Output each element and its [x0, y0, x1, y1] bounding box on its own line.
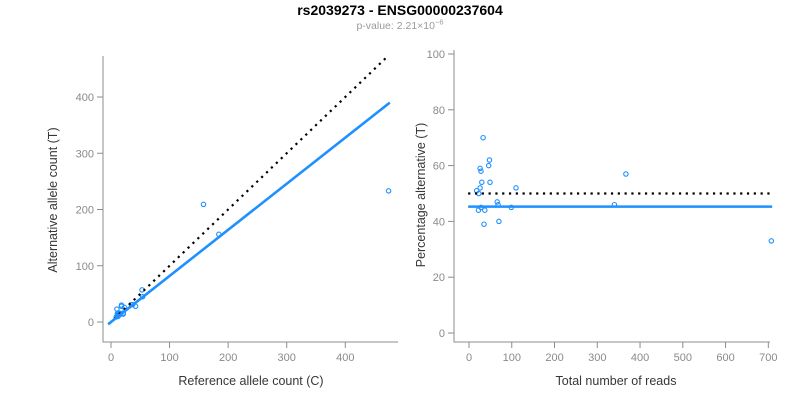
- fit-line: [107, 101, 391, 326]
- y-tick-label: 300: [76, 148, 94, 160]
- pvalue-text: p-value: 2.21×10: [356, 20, 435, 32]
- y-tick-label: 40: [433, 216, 445, 228]
- data-point: [496, 218, 502, 225]
- axis-lines: [453, 50, 770, 343]
- data-point: [623, 171, 629, 177]
- data-point: [477, 185, 483, 191]
- data-point: [118, 303, 125, 310]
- data-point: [486, 157, 493, 163]
- pvalue-subtitle: p-value: 2.21×10−6: [0, 17, 800, 32]
- data-point: [480, 134, 486, 141]
- data-point: [513, 185, 519, 191]
- data-point: [481, 221, 487, 227]
- data-point: [479, 179, 485, 186]
- axis-lines: [102, 56, 398, 343]
- data-point: [494, 199, 500, 205]
- x-axis-title: Reference allele count (C): [178, 374, 323, 388]
- y-axis-title: Percentage alternative (T): [414, 123, 428, 268]
- data-point: [482, 207, 488, 213]
- y-tick-label: 60: [433, 161, 445, 173]
- x-tick-label: 200: [219, 352, 237, 364]
- y-tick-label: 200: [76, 205, 94, 217]
- data-point: [768, 238, 775, 244]
- data-point: [475, 207, 482, 213]
- figure-title: rs2039273 - ENSG00000237604: [297, 2, 503, 18]
- x-axis-title: Total number of reads: [556, 374, 677, 388]
- data-point: [487, 179, 493, 186]
- y-tick-label: 0: [439, 328, 445, 340]
- data-point: [200, 201, 207, 208]
- y-tick-label: 100: [76, 261, 94, 273]
- data-point: [477, 165, 483, 172]
- x-tick-label: 300: [588, 352, 606, 364]
- data-point: [478, 168, 484, 174]
- x-tick-label: 200: [545, 352, 563, 364]
- y-tick-label: 400: [76, 92, 94, 104]
- x-tick-label: 0: [466, 352, 472, 364]
- y-axis-title: Alternative allele count (T): [46, 127, 60, 272]
- y-tick-label: 0: [88, 317, 94, 329]
- plot-panel-left: 0 100 200 300 400 0 100 200 300 400 Reference alle…: [46, 56, 398, 388]
- identity-line: [108, 56, 388, 325]
- x-tick-label: 600: [716, 352, 734, 364]
- x-tick-label: 400: [631, 352, 649, 364]
- x-tick-label: 100: [160, 352, 178, 364]
- data-point: [385, 188, 392, 194]
- data-point: [485, 162, 492, 169]
- y-tick-label: 100: [427, 49, 445, 61]
- x-tick-label: 500: [674, 352, 692, 364]
- y-tick-label: 20: [433, 272, 445, 284]
- x-tick-label: 0: [108, 352, 114, 364]
- x-tick-label: 400: [336, 352, 354, 364]
- x-tick-label: 300: [278, 352, 296, 364]
- pvalue-exponent: −6: [434, 17, 444, 27]
- x-tick-label: 700: [759, 352, 777, 364]
- plot-panel-right: 0 100 200 300 400 500 600 700 0 20 40 60 80 100 Total …: [414, 49, 777, 388]
- x-tick-label: 100: [503, 352, 521, 364]
- y-tick-label: 80: [433, 105, 445, 117]
